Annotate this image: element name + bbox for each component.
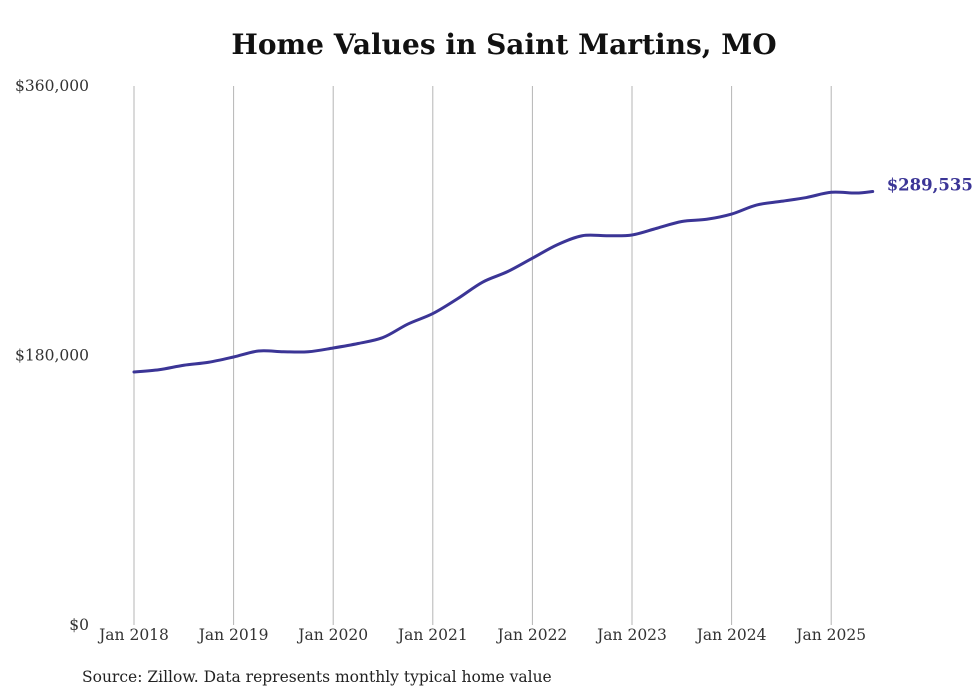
x-tick-label: Jan 2019 [197,626,269,644]
y-tick-label: $180,000 [15,347,89,365]
x-tick-label: Jan 2020 [296,626,368,644]
series-line [132,190,875,374]
x-tick-label: Jan 2023 [595,626,667,644]
x-tick-label: Jan 2018 [97,626,169,644]
y-tick-label: $0 [69,616,89,634]
end-value-label: $289,535 [887,176,973,195]
x-tick-label: Jan 2022 [495,626,567,644]
chart-title: Home Values in Saint Martins, MO [231,28,777,61]
source-note: Source: Zillow. Data represents monthly … [82,668,552,686]
x-tick-label: Jan 2024 [695,626,767,644]
x-tick-label: Jan 2025 [794,626,866,644]
x-tick-label: Jan 2021 [396,626,468,644]
y-tick-label: $360,000 [15,77,89,95]
